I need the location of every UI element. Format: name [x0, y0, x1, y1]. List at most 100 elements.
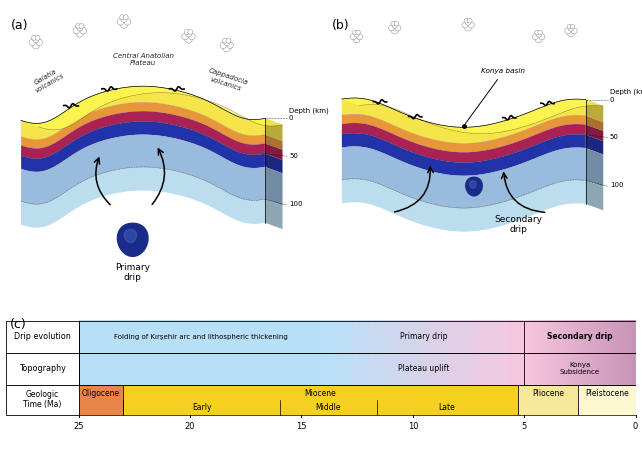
Text: Plateau uplift: Plateau uplift	[398, 364, 449, 373]
Polygon shape	[469, 181, 476, 188]
Text: Galatia
volcanics: Galatia volcanics	[30, 67, 65, 94]
Polygon shape	[342, 133, 586, 176]
Polygon shape	[265, 144, 282, 160]
Circle shape	[465, 24, 472, 31]
Circle shape	[538, 30, 542, 35]
Polygon shape	[466, 177, 482, 196]
Text: Secondary
drip: Secondary drip	[494, 215, 542, 234]
Text: Early: Early	[192, 403, 211, 412]
Circle shape	[468, 22, 474, 28]
Text: Depth (km): Depth (km)	[610, 89, 642, 95]
Circle shape	[568, 26, 574, 31]
Circle shape	[536, 32, 541, 37]
Circle shape	[388, 25, 395, 31]
Circle shape	[73, 27, 80, 34]
Polygon shape	[342, 123, 586, 162]
Text: Primary drip: Primary drip	[400, 332, 447, 341]
Circle shape	[395, 25, 401, 31]
Circle shape	[117, 18, 124, 25]
Circle shape	[223, 44, 230, 52]
Text: 15: 15	[296, 422, 307, 431]
Polygon shape	[117, 223, 148, 256]
Circle shape	[80, 27, 87, 34]
Polygon shape	[586, 135, 603, 154]
Text: 100: 100	[289, 201, 302, 207]
Text: 0: 0	[610, 97, 614, 103]
Polygon shape	[21, 167, 265, 228]
Text: Central Anatolian
Plateau: Central Anatolian Plateau	[112, 53, 173, 66]
Polygon shape	[21, 102, 265, 148]
Circle shape	[462, 22, 468, 28]
Circle shape	[226, 38, 231, 43]
Circle shape	[124, 18, 130, 25]
Bar	[6, 353, 79, 385]
Circle shape	[539, 34, 545, 40]
Circle shape	[223, 38, 227, 43]
Circle shape	[36, 39, 42, 45]
Circle shape	[29, 39, 35, 45]
Circle shape	[120, 21, 128, 28]
Text: Topography: Topography	[19, 364, 66, 373]
Text: Primary
drip: Primary drip	[115, 263, 150, 283]
Polygon shape	[21, 122, 265, 172]
Circle shape	[352, 30, 357, 35]
Polygon shape	[342, 114, 586, 152]
Circle shape	[77, 25, 83, 31]
Polygon shape	[21, 111, 265, 159]
Text: (c): (c)	[10, 318, 26, 331]
Text: Oligocene: Oligocene	[82, 389, 120, 398]
Text: Folding of Kırşehir arc and lithospheric thickening: Folding of Kırşehir arc and lithospheric…	[114, 333, 288, 340]
Circle shape	[570, 24, 575, 29]
Polygon shape	[586, 99, 603, 122]
Circle shape	[220, 42, 227, 49]
Circle shape	[227, 42, 234, 49]
Text: 0: 0	[633, 422, 638, 431]
Circle shape	[186, 31, 191, 37]
Circle shape	[119, 15, 125, 20]
Polygon shape	[586, 116, 603, 131]
Polygon shape	[342, 98, 586, 144]
Text: Middle: Middle	[315, 403, 341, 412]
Polygon shape	[265, 153, 282, 173]
Text: 20: 20	[185, 422, 195, 431]
Text: (a): (a)	[11, 18, 28, 32]
Circle shape	[392, 22, 397, 28]
Text: 25: 25	[74, 422, 84, 431]
Polygon shape	[586, 180, 603, 210]
Text: Cappadocia
volcanics: Cappadocia volcanics	[205, 68, 248, 93]
Bar	[79, 385, 123, 414]
Circle shape	[31, 35, 37, 40]
Circle shape	[351, 34, 356, 40]
Circle shape	[565, 28, 571, 34]
Bar	[79, 320, 636, 353]
Polygon shape	[265, 167, 282, 206]
Polygon shape	[21, 86, 282, 130]
Text: Depth (km): Depth (km)	[289, 108, 329, 114]
Text: Miocene: Miocene	[304, 389, 336, 398]
Text: 100: 100	[610, 182, 623, 188]
Polygon shape	[21, 86, 265, 140]
Circle shape	[394, 22, 399, 26]
Polygon shape	[342, 179, 586, 232]
Circle shape	[32, 41, 40, 49]
Polygon shape	[342, 146, 586, 208]
Circle shape	[357, 34, 363, 40]
Circle shape	[182, 33, 188, 40]
Circle shape	[185, 36, 193, 43]
Polygon shape	[265, 118, 282, 141]
Circle shape	[76, 23, 81, 28]
Text: Pliocene: Pliocene	[532, 389, 564, 398]
Text: Late: Late	[438, 403, 455, 412]
Circle shape	[184, 29, 189, 34]
Text: 50: 50	[289, 153, 298, 158]
Circle shape	[354, 32, 360, 37]
Polygon shape	[265, 199, 282, 229]
Circle shape	[465, 20, 471, 25]
Polygon shape	[265, 135, 282, 150]
Circle shape	[571, 28, 577, 34]
Bar	[123, 385, 517, 414]
Circle shape	[121, 16, 127, 22]
Polygon shape	[586, 125, 603, 141]
Circle shape	[353, 36, 360, 43]
Circle shape	[33, 36, 39, 43]
